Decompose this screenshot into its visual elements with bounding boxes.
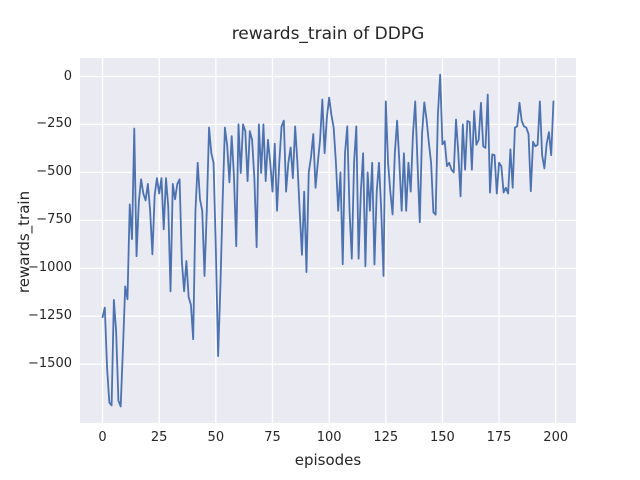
plot-background <box>80 58 576 423</box>
y-tick-label: −1500 <box>28 356 72 372</box>
x-tick-label: 50 <box>207 430 225 445</box>
y-axis-label: rewards_train <box>15 190 33 294</box>
y-tick-label: −750 <box>36 212 72 228</box>
x-tick-label: 0 <box>98 430 107 445</box>
x-tick-label: 175 <box>486 430 512 445</box>
y-tick-label: −1250 <box>28 308 72 324</box>
y-tick-label: −500 <box>36 164 72 180</box>
y-tick-label: −250 <box>36 116 72 132</box>
x-tick-label: 25 <box>150 430 168 445</box>
series-line-rewards_train <box>101 73 555 408</box>
x-tick-label: 200 <box>543 430 569 445</box>
x-tick-label: 100 <box>316 430 342 445</box>
x-tick-label: 150 <box>430 430 455 445</box>
x-tick-label: 75 <box>264 430 281 445</box>
chart-title: rewards_train of DDPG <box>231 24 425 44</box>
x-tick-label: 125 <box>373 430 399 445</box>
y-tick-label: −1000 <box>28 260 72 276</box>
x-axis-label: episodes <box>294 451 362 469</box>
y-tick-label: 0 <box>63 68 72 84</box>
